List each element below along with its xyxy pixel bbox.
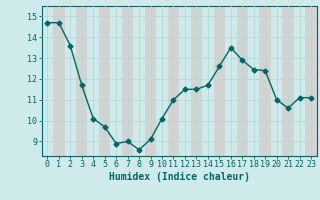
- Bar: [260, 6, 271, 156]
- Bar: [282, 6, 294, 156]
- Bar: [305, 6, 317, 156]
- X-axis label: Humidex (Indice chaleur): Humidex (Indice chaleur): [109, 172, 250, 182]
- Bar: [236, 6, 248, 156]
- Bar: [53, 6, 65, 156]
- Bar: [99, 6, 110, 156]
- Bar: [122, 6, 133, 156]
- Bar: [191, 6, 202, 156]
- Bar: [145, 6, 156, 156]
- Bar: [214, 6, 225, 156]
- Bar: [168, 6, 179, 156]
- Bar: [76, 6, 87, 156]
